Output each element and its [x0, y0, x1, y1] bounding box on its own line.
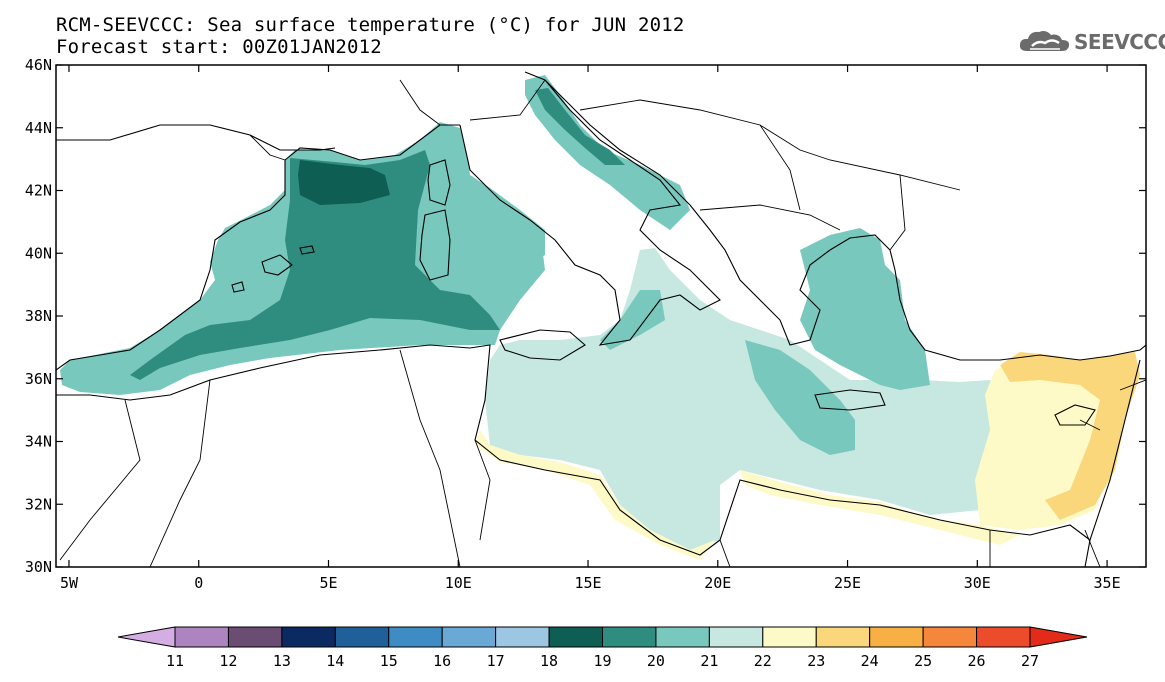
lon-tick-label: 25E [834, 574, 861, 592]
colorbar-swatch [334, 626, 390, 648]
colorbar-label: 18 [540, 652, 558, 670]
balkan-coast [544, 79, 896, 346]
map-subtitle: Forecast start: 00Z01JAN2012 [56, 36, 382, 58]
colorbar-label: 20 [647, 652, 665, 670]
colorbar-label: 27 [1021, 652, 1039, 670]
lat-tick-label: 44N [25, 119, 52, 137]
colorbar-above-arrow [1029, 626, 1088, 648]
lon-tick-label: 15E [574, 574, 601, 592]
adriatic-north [535, 88, 625, 165]
colorbar-label: 22 [754, 652, 772, 670]
colorbar-label: 25 [914, 652, 932, 670]
central-ionian [485, 248, 1000, 550]
colorbar-label: 15 [380, 652, 398, 670]
north-africa-coast [56, 344, 1091, 556]
ionian-west-band [600, 290, 665, 350]
colorbar-label: 24 [861, 652, 879, 670]
western-med-central [130, 150, 500, 380]
colorbar-label: 14 [326, 652, 344, 670]
sardinia-coast [419, 209, 451, 281]
colorbar-swatch [495, 626, 550, 648]
crete-south-band [745, 340, 855, 455]
colorbar-label: 23 [807, 652, 825, 670]
colorbar: 11 12 13 14 15 16 17 18 19 20 21 22 23 24 25 26 27 [117, 626, 1088, 670]
colorbar-swatch [281, 626, 336, 648]
lon-tick-label: 0 [194, 574, 203, 592]
lat-tick-label: 38N [25, 307, 52, 325]
colorbar-label: 16 [433, 652, 451, 670]
lat-tick-label: 34N [25, 433, 52, 451]
lon-tick-label: 30E [964, 574, 991, 592]
colorbar-swatch [388, 626, 443, 648]
colorbar-swatch [655, 626, 710, 648]
egypt-coast-band [740, 470, 1020, 545]
cyprus-coast [1054, 404, 1096, 426]
lon-tick-label: 5W [60, 574, 79, 592]
seevccc-logo: SEEVCCC [1018, 27, 1165, 55]
lon-tick-label: 35E [1094, 574, 1121, 592]
lat-tick-label: 40N [25, 244, 52, 262]
anatolia-coast [894, 269, 1146, 361]
colorbar-swatch [869, 626, 924, 648]
mallorca-coast [261, 254, 293, 276]
lat-tick-label: 36N [25, 370, 52, 388]
italy-coast [459, 71, 721, 346]
lon-tick-label: 10E [445, 574, 472, 592]
axis-ticks: 30N 32N 34N 36N 38N 40N 42N 44N 46N 5W 0 5E 10E 15E 20… [25, 56, 1146, 592]
colorbar-swatch [976, 626, 1031, 648]
lat-tick-label: 32N [25, 495, 52, 513]
lat-tick-label: 30N [25, 558, 52, 576]
colorbar-label: 12 [219, 652, 237, 670]
gulf-of-lion-core [298, 160, 390, 205]
colorbar-label: 19 [593, 652, 611, 670]
colorbar-label: 21 [700, 652, 718, 670]
ibiza-coast [231, 281, 245, 293]
lon-tick-label: 5E [319, 574, 337, 592]
coastlines [56, 71, 1146, 567]
colorbar-label: 17 [487, 652, 505, 670]
lon-tick-label: 20E [704, 574, 731, 592]
south-aegean [800, 228, 930, 390]
colorbar-swatch [922, 626, 978, 648]
menorca-coast [299, 245, 315, 255]
corsica-coast [427, 159, 451, 206]
lat-tick-label: 46N [25, 56, 52, 74]
colorbar-swatch [815, 626, 871, 648]
levantine-coast [1000, 352, 1140, 520]
sst-field [60, 75, 1140, 560]
country-borders [59, 79, 1146, 567]
african-coast-band [475, 430, 715, 560]
colorbar-swatch [548, 626, 603, 648]
colorbar-swatch [441, 626, 497, 648]
colorbar-swatch [762, 626, 817, 648]
colorbar-label: 11 [166, 652, 184, 670]
colorbar-swatch [602, 626, 657, 648]
colorbar-label: 26 [968, 652, 986, 670]
map-title: RCM-SEEVCCC: Sea surface temperature (°C… [56, 14, 685, 36]
colorbar-below-arrow [117, 626, 176, 648]
france-coast [284, 124, 460, 161]
crete-coast [814, 389, 886, 411]
logo-text: SEEVCCC [1074, 30, 1165, 54]
lat-tick-label: 42N [25, 182, 52, 200]
colorbar-swatch [174, 626, 229, 648]
colorbar-swatch [227, 626, 283, 648]
colorbar-label: 13 [273, 652, 291, 670]
sicily-coast [499, 329, 586, 361]
colorbar-swatch [708, 626, 764, 648]
cloud-icon [1019, 31, 1070, 51]
